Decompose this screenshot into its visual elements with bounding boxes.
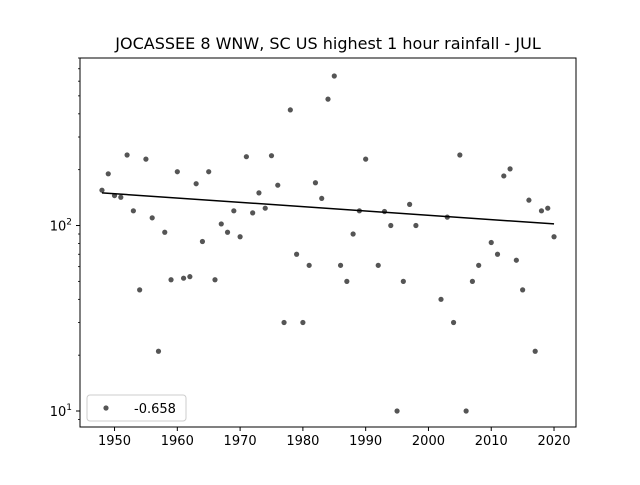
data-point — [212, 277, 218, 283]
data-point — [250, 210, 256, 216]
data-point — [319, 195, 325, 202]
data-point — [476, 262, 482, 268]
data-point — [400, 278, 406, 284]
x-tick-label: 1990 — [349, 434, 382, 449]
data-point — [457, 152, 463, 158]
data-point — [262, 205, 268, 211]
chart-title: JOCASSEE 8 WNW, SC US highest 1 hour rai… — [114, 34, 541, 53]
data-point — [312, 180, 319, 186]
data-point — [218, 221, 224, 227]
data-point — [130, 208, 136, 214]
data-point — [256, 190, 262, 196]
data-point — [532, 348, 538, 354]
data-point — [237, 234, 243, 240]
data-point — [268, 153, 275, 159]
data-point — [513, 257, 519, 263]
data-point — [187, 274, 193, 280]
x-tick-label: 1980 — [286, 434, 319, 449]
data-point — [168, 277, 174, 283]
data-point — [294, 251, 300, 257]
data-point — [287, 107, 293, 113]
y-tick-label: 102 — [50, 218, 72, 235]
data-point — [450, 319, 457, 326]
data-point — [469, 278, 476, 284]
y-tick-label: 101 — [50, 403, 72, 420]
trend-line — [101, 192, 555, 225]
data-point — [137, 287, 143, 293]
data-point — [174, 169, 180, 175]
data-point — [463, 408, 469, 414]
data-point — [105, 171, 111, 177]
plot-frame — [79, 57, 577, 428]
data-point — [325, 96, 331, 102]
data-point — [306, 262, 312, 268]
data-point — [193, 181, 199, 187]
data-point — [526, 197, 532, 203]
data-point — [337, 262, 344, 268]
data-point — [375, 262, 381, 268]
data-point — [501, 173, 507, 179]
data-point — [438, 296, 444, 302]
data-point — [363, 156, 369, 162]
data-point — [180, 275, 187, 281]
data-point — [149, 215, 155, 221]
data-point — [394, 408, 400, 414]
data-point — [275, 182, 281, 188]
data-point — [143, 156, 149, 162]
data-point — [224, 229, 231, 235]
data-point — [199, 238, 206, 245]
data-point — [344, 278, 350, 284]
data-point — [520, 287, 526, 293]
data-point — [545, 205, 551, 211]
data-point — [231, 208, 237, 214]
legend-marker — [103, 405, 109, 411]
data-point — [551, 234, 557, 240]
data-point — [488, 239, 494, 246]
data-point — [388, 222, 394, 229]
legend-label: -0.658 — [134, 402, 176, 417]
data-point — [118, 194, 124, 200]
data-point — [494, 251, 501, 257]
data-point — [538, 208, 545, 214]
data-point — [331, 73, 337, 79]
data-point — [407, 201, 413, 207]
data-point — [243, 154, 249, 160]
data-point — [281, 319, 287, 326]
data-point — [507, 166, 513, 172]
x-tick-label: 1960 — [161, 434, 194, 449]
data-point — [162, 229, 168, 235]
x-tick-label: 1950 — [98, 434, 131, 449]
legend-box — [86, 394, 187, 422]
legend: -0.658 — [86, 394, 187, 422]
x-tick-label: 2000 — [412, 434, 445, 449]
x-tick-label: 2010 — [475, 434, 508, 449]
data-point — [350, 231, 356, 237]
data-point — [99, 187, 105, 193]
data-point — [413, 222, 419, 229]
data-point — [155, 348, 162, 354]
data-point — [300, 319, 306, 326]
x-tick-label: 2020 — [537, 434, 570, 449]
data-point — [206, 169, 212, 175]
x-tick-label: 1970 — [224, 434, 257, 449]
data-point — [124, 152, 130, 158]
